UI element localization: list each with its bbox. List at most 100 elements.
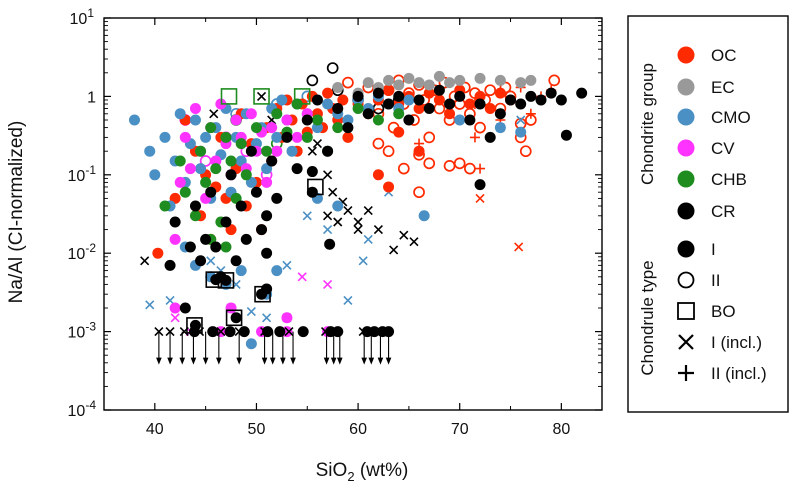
data-point	[454, 74, 466, 86]
data-point	[372, 114, 384, 126]
legend-label-cv: CV	[711, 139, 735, 158]
data-point	[220, 88, 238, 105]
x-tick-label: 70	[451, 421, 469, 438]
y-tick-label: 10-2	[68, 241, 97, 263]
data-point	[225, 155, 237, 167]
data-point	[433, 84, 445, 96]
legend-label-chb: CHB	[711, 170, 747, 189]
limit-point	[332, 326, 344, 338]
data-point	[423, 87, 435, 99]
data-point	[179, 302, 191, 314]
data-point	[169, 302, 181, 314]
data-point	[230, 114, 242, 126]
data-point	[576, 87, 588, 99]
data-point	[515, 77, 527, 89]
data-point	[189, 210, 201, 222]
data-point	[484, 131, 496, 143]
data-point	[266, 122, 278, 134]
data-point	[220, 216, 232, 228]
plot-area	[128, 62, 588, 365]
data-point	[352, 103, 364, 115]
data-point	[291, 163, 303, 175]
legend-marker-type-ii	[677, 271, 695, 289]
data-point	[271, 265, 283, 277]
data-point	[494, 122, 506, 134]
data-point	[189, 103, 201, 115]
data-point	[403, 72, 415, 84]
data-point	[514, 242, 524, 252]
data-point	[484, 103, 496, 115]
data-point	[235, 200, 247, 212]
data-point	[271, 192, 283, 204]
y-tick-label: 10-3	[68, 320, 97, 342]
data-point	[353, 225, 363, 235]
data-point	[323, 279, 333, 289]
data-point	[302, 211, 312, 221]
data-point	[159, 200, 171, 212]
data-point	[225, 169, 237, 181]
data-point	[352, 90, 364, 102]
data-point	[443, 160, 456, 172]
legend-label-cr: CR	[711, 202, 736, 221]
data-point	[342, 76, 354, 89]
data-point	[230, 312, 242, 324]
data-point	[555, 94, 567, 106]
legend-marker-oc	[677, 46, 695, 64]
data-point	[271, 145, 283, 157]
data-point	[307, 146, 317, 156]
data-point	[342, 131, 354, 143]
legend-group-title: Chondrite group	[638, 63, 657, 185]
data-point	[453, 157, 466, 170]
data-point	[403, 94, 415, 106]
x-tick-label: 40	[146, 421, 164, 438]
data-point	[210, 163, 222, 175]
data-point	[560, 129, 572, 141]
limit-cross	[284, 327, 294, 337]
data-point	[220, 274, 232, 286]
x-tick-label: 80	[552, 421, 570, 438]
data-point	[444, 77, 456, 89]
data-point	[403, 114, 415, 126]
data-point	[332, 200, 344, 212]
data-point	[281, 131, 293, 143]
y-tick-label: 101	[70, 6, 95, 28]
data-point	[184, 163, 196, 175]
data-point	[409, 237, 419, 247]
data-point	[545, 87, 557, 99]
data-point	[515, 126, 527, 138]
data-point	[519, 145, 532, 158]
data-point	[494, 108, 506, 120]
data-point	[210, 241, 222, 253]
limit-cross	[216, 327, 226, 337]
legend-marker-ec	[677, 78, 695, 96]
limit-arrowhead	[216, 357, 222, 365]
legend-marker-type-i	[677, 240, 695, 258]
limit-arrowhead	[190, 357, 197, 365]
data-point	[179, 131, 191, 143]
data-point	[413, 145, 425, 157]
data-point	[189, 200, 201, 212]
data-point	[383, 181, 395, 193]
data-point	[209, 109, 219, 119]
limit-point	[238, 326, 250, 338]
data-point	[301, 114, 313, 126]
data-point	[205, 271, 223, 288]
data-point	[363, 234, 373, 244]
data-point	[372, 87, 384, 99]
data-point	[179, 186, 191, 198]
limit-point	[224, 326, 236, 338]
data-point	[333, 217, 343, 227]
legend-label-oc: OC	[711, 46, 737, 65]
data-point	[306, 166, 318, 178]
data-point	[261, 210, 273, 222]
data-point	[423, 157, 436, 170]
data-point	[474, 121, 486, 134]
limit-arrowhead	[323, 357, 330, 365]
legend-marker-type-ii-incl	[678, 365, 694, 381]
data-point	[494, 87, 506, 99]
data-point	[189, 114, 201, 126]
data-point	[200, 233, 212, 245]
data-point	[474, 179, 486, 191]
limit-arrowhead	[269, 357, 276, 365]
data-point	[494, 74, 506, 86]
